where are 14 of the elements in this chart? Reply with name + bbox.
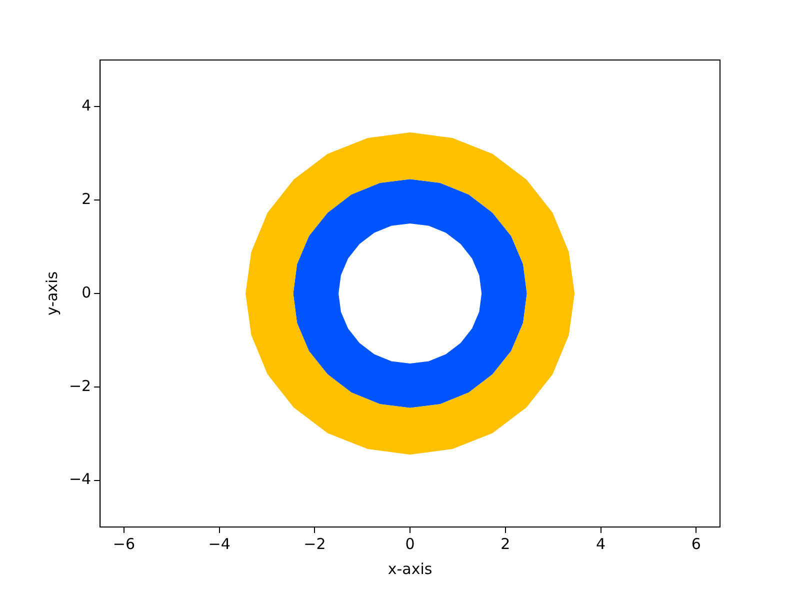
- x-tick-label: 0: [405, 534, 415, 553]
- y-tick-label: 2: [82, 190, 92, 208]
- y-axis-title: y-axis: [42, 271, 61, 316]
- y-tick-label: 4: [82, 96, 92, 115]
- x-tick-label: 2: [500, 534, 510, 553]
- x-tick-label: −2: [304, 534, 326, 553]
- x-tick-label: −4: [208, 534, 230, 553]
- x-tick-label: 6: [691, 534, 701, 553]
- y-tick-label: 0: [82, 283, 92, 302]
- y-tick-label: −4: [68, 470, 92, 488]
- x-tick-label: −6: [112, 534, 136, 553]
- x-tick-label: 4: [596, 534, 606, 553]
- y-tick-label: −2: [68, 376, 92, 395]
- x-axis-title: x-axis: [388, 560, 432, 578]
